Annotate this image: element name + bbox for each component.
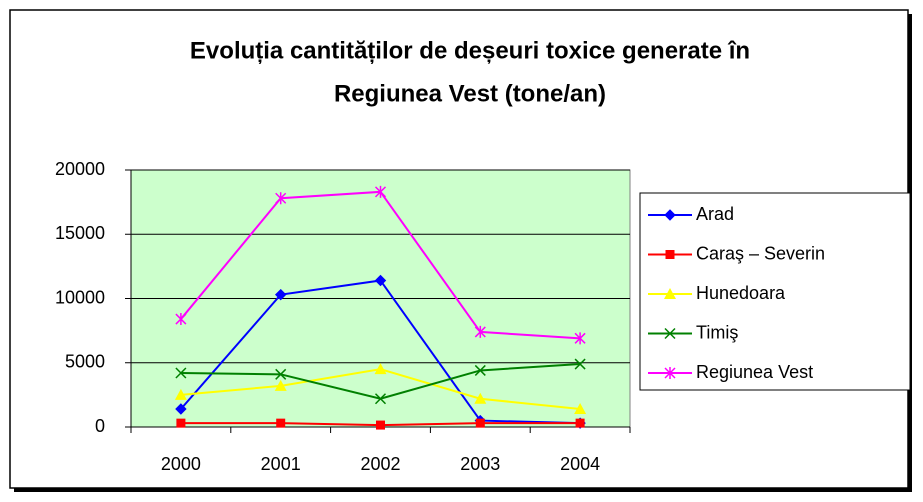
legend-label: Arad: [696, 204, 734, 224]
marker: [374, 393, 387, 405]
marker: [176, 418, 186, 428]
marker: [474, 364, 486, 376]
chart-title: Evoluția cantităților de deșeuri toxice …: [190, 37, 750, 64]
marker: [474, 392, 487, 404]
y-tick-label: 20000: [55, 159, 105, 179]
y-tick-label: 5000: [65, 352, 105, 372]
marker: [374, 274, 387, 287]
legend-label: Timiş: [696, 322, 738, 342]
marker: [664, 327, 676, 340]
marker: [276, 418, 286, 428]
legend-label: Caraş – Severin: [696, 243, 825, 263]
x-tick-label: 2000: [161, 454, 201, 474]
legend-label: Hunedoara: [696, 283, 786, 303]
marker: [475, 418, 485, 428]
y-tick-label: 10000: [55, 287, 105, 307]
marker: [175, 367, 187, 379]
marker: [374, 363, 387, 375]
y-tick-label: 15000: [55, 223, 105, 243]
marker: [664, 288, 676, 299]
marker: [575, 418, 585, 428]
marker: [175, 313, 187, 326]
marker: [474, 325, 486, 338]
legend-label: Regiunea Vest: [696, 362, 813, 382]
marker: [274, 288, 287, 301]
marker: [574, 358, 586, 370]
x-tick-label: 2001: [261, 454, 301, 474]
chart-title: Regiunea Vest (tone/an): [334, 80, 606, 107]
marker: [664, 367, 676, 379]
marker: [376, 420, 385, 430]
marker: [174, 388, 187, 400]
marker: [275, 192, 287, 205]
x-tick-label: 2003: [460, 454, 500, 474]
x-tick-label: 2002: [360, 454, 400, 474]
marker: [574, 403, 587, 415]
y-tick-label: 0: [95, 416, 105, 436]
marker: [374, 185, 387, 198]
marker: [664, 209, 676, 221]
marker: [274, 379, 287, 391]
legend-box: [639, 192, 911, 391]
marker: [275, 368, 287, 380]
x-tick-label: 2004: [560, 454, 600, 474]
legend: Arad Caraş – Severin Hunedoara Timiş Regiune…: [639, 192, 911, 391]
marker: [574, 332, 586, 345]
marker: [175, 403, 187, 415]
marker: [665, 250, 675, 259]
